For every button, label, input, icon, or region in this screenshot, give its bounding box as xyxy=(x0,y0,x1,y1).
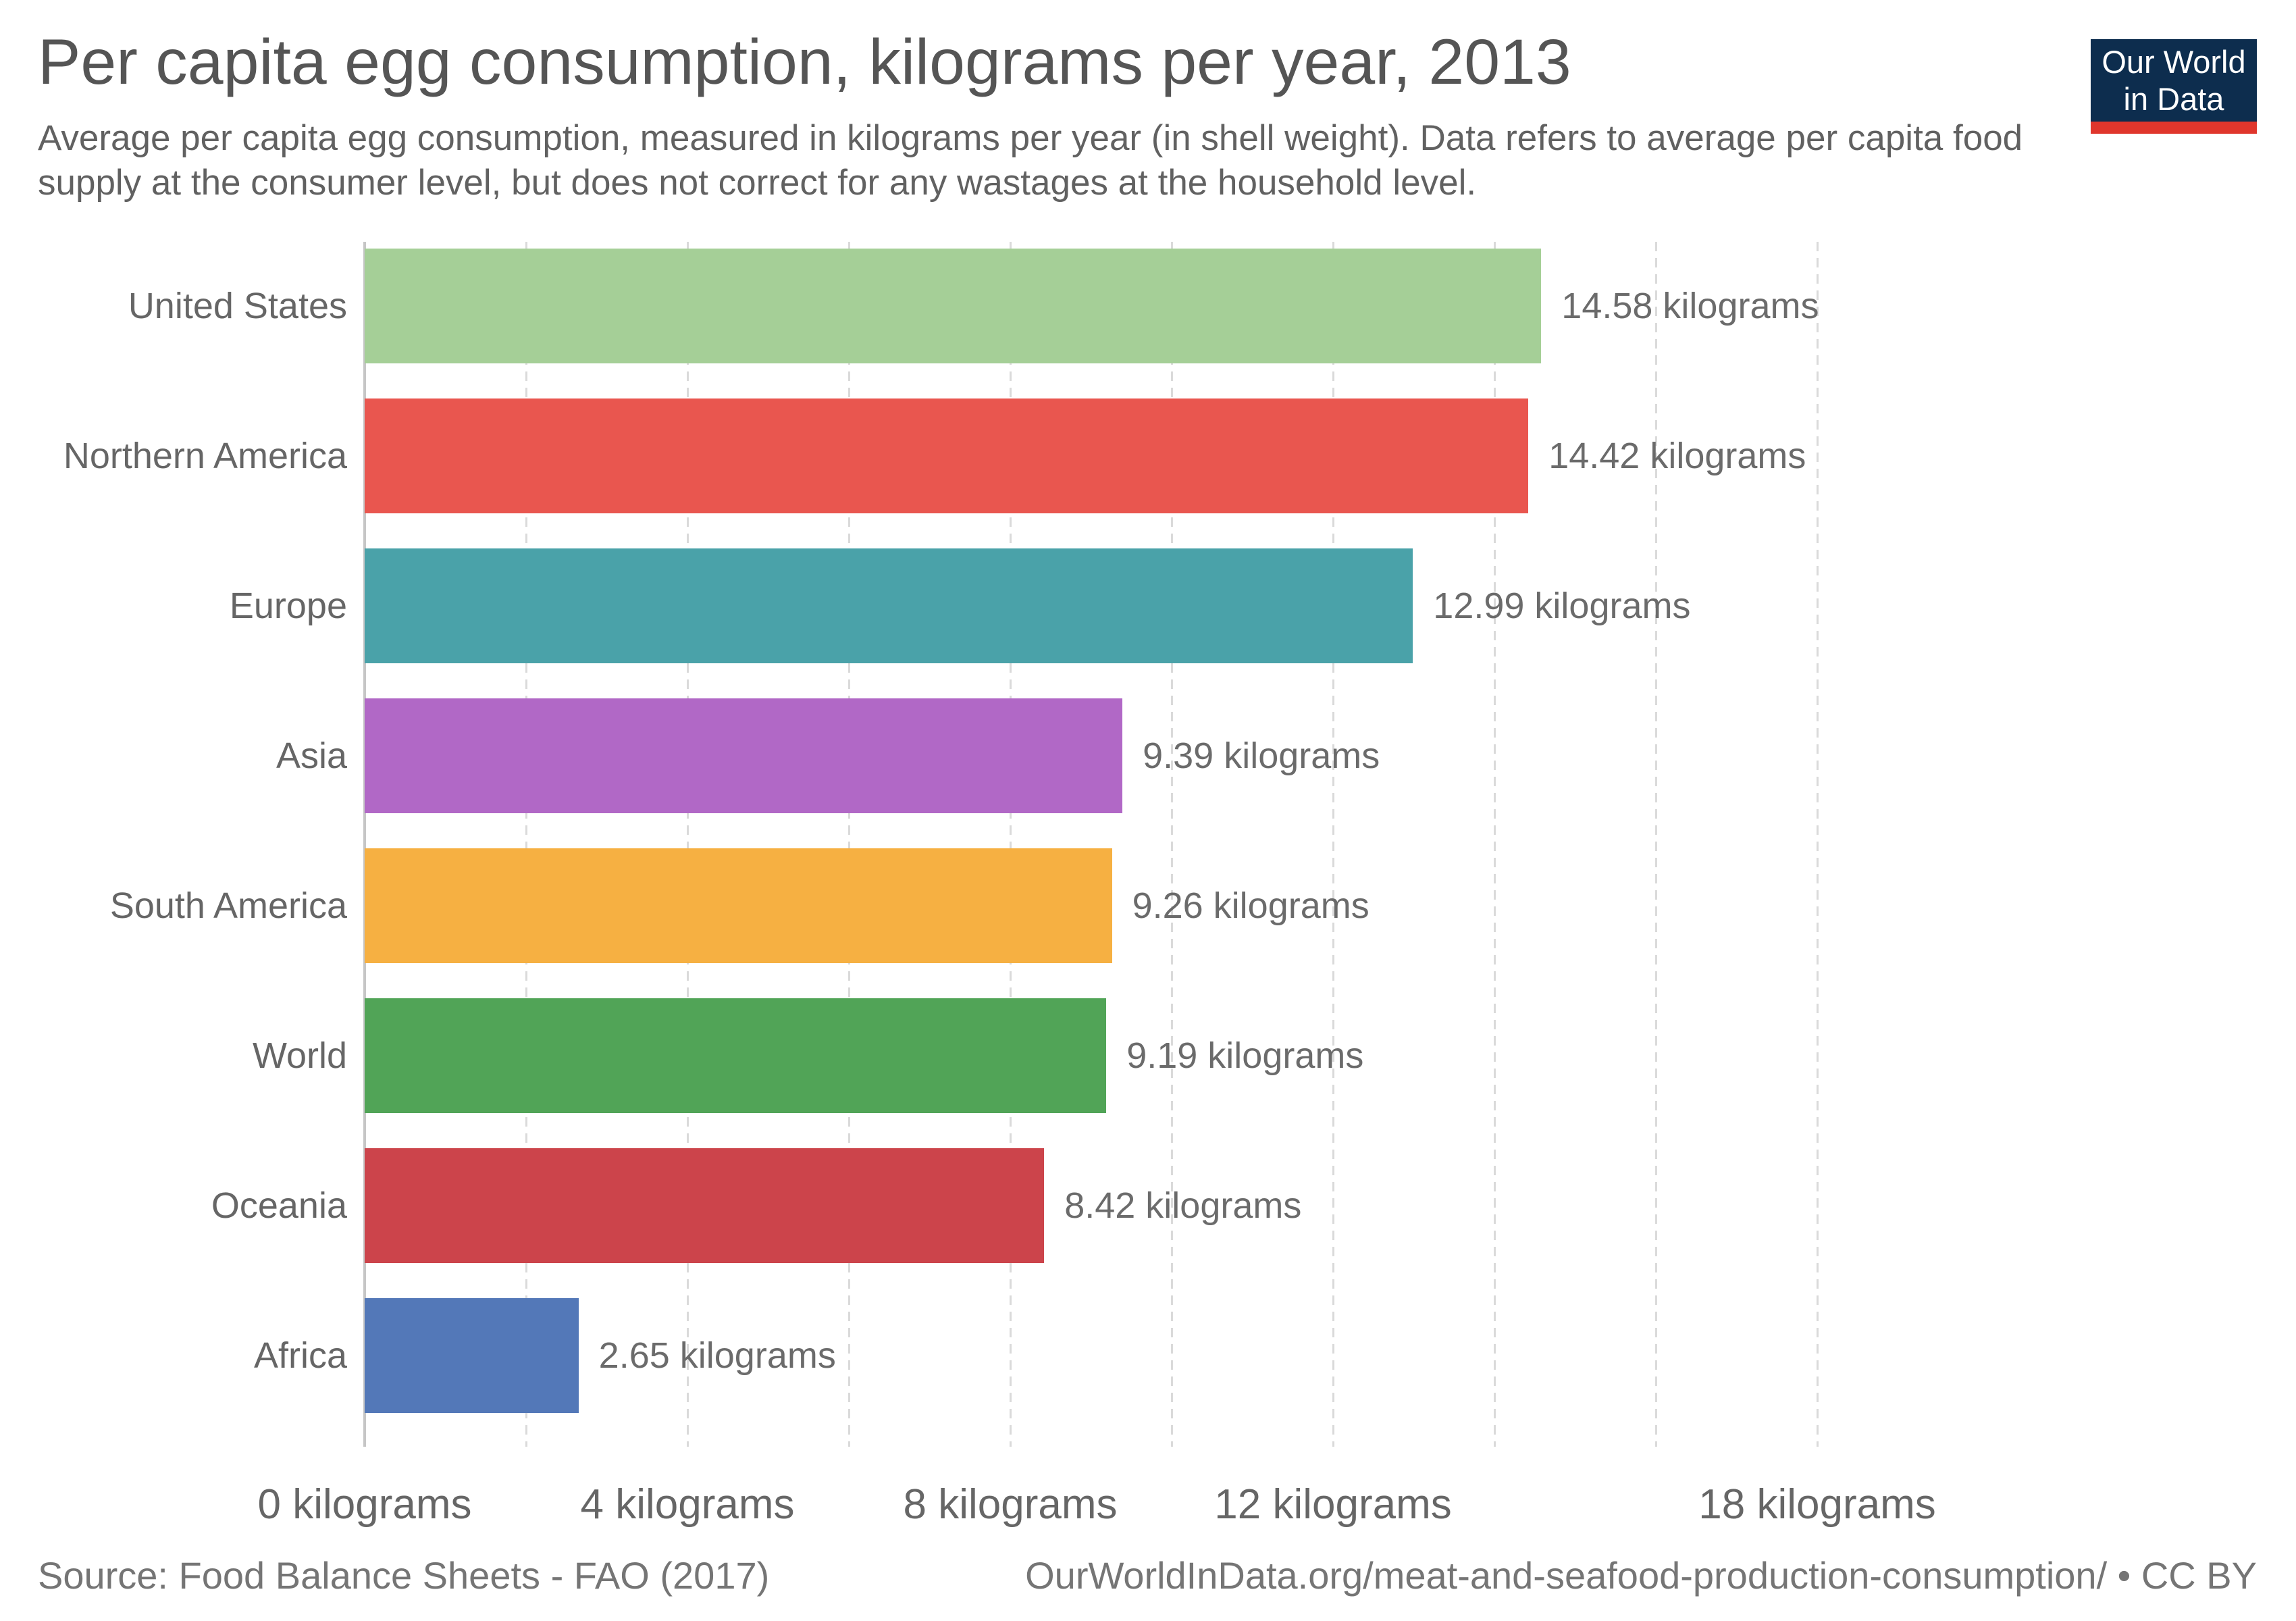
y-axis-line xyxy=(363,242,366,1447)
category-label: Northern America xyxy=(63,436,347,476)
page-title: Per capita egg consumption, kilograms pe… xyxy=(38,26,1571,98)
gridline xyxy=(1493,242,1496,1447)
owid-logo-line2: in Data xyxy=(2123,81,2224,117)
category-label: Oceania xyxy=(211,1185,347,1226)
category-label: World xyxy=(252,1035,347,1076)
bar[interactable] xyxy=(365,249,1542,363)
bar[interactable] xyxy=(365,848,1112,963)
x-tick-label: 0 kilograms xyxy=(257,1481,472,1528)
category-label: Africa xyxy=(253,1335,347,1376)
value-label: 2.65 kilograms xyxy=(598,1335,836,1376)
x-tick-label: 18 kilograms xyxy=(1698,1481,1936,1528)
bar[interactable] xyxy=(365,1148,1045,1263)
gridline xyxy=(1654,242,1657,1447)
bar[interactable] xyxy=(365,698,1123,813)
category-label: United States xyxy=(128,286,347,326)
bar[interactable] xyxy=(365,398,1529,513)
value-label: 14.58 kilograms xyxy=(1561,286,1819,326)
gridline xyxy=(525,242,527,1447)
page-subtitle: Average per capita egg consumption, meas… xyxy=(38,118,2023,203)
x-tick-label: 8 kilograms xyxy=(903,1481,1118,1528)
source-note: Source: Food Balance Sheets - FAO (2017) xyxy=(38,1554,770,1597)
value-label: 9.39 kilograms xyxy=(1143,736,1380,776)
gridline xyxy=(1332,242,1334,1447)
bar[interactable] xyxy=(365,998,1107,1113)
owid-logo[interactable]: Our World in Data xyxy=(2091,39,2257,134)
category-label: South America xyxy=(109,885,347,926)
footer-link[interactable]: OurWorldInData.org/meat-and-seafood-prod… xyxy=(1025,1554,2257,1597)
value-label: 8.42 kilograms xyxy=(1064,1185,1302,1226)
gridline xyxy=(686,242,689,1447)
x-tick-label: 12 kilograms xyxy=(1214,1481,1452,1528)
x-tick-label: 4 kilograms xyxy=(580,1481,795,1528)
category-label: Europe xyxy=(229,586,347,626)
value-label: 9.19 kilograms xyxy=(1126,1035,1364,1076)
gridline xyxy=(1170,242,1173,1447)
value-label: 14.42 kilograms xyxy=(1548,436,1806,476)
gridline xyxy=(1009,242,1012,1447)
category-label: Asia xyxy=(276,736,347,776)
bar[interactable] xyxy=(365,1298,579,1413)
value-label: 12.99 kilograms xyxy=(1433,586,1691,626)
value-label: 9.26 kilograms xyxy=(1132,885,1369,926)
bar[interactable] xyxy=(365,548,1413,663)
gridline xyxy=(1816,242,1819,1447)
gridline xyxy=(847,242,850,1447)
owid-logo-line1: Our World xyxy=(2102,43,2246,80)
